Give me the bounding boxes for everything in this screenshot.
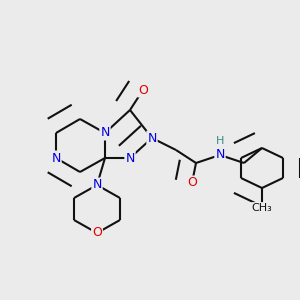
Text: N: N (51, 152, 61, 164)
Text: CH₃: CH₃ (252, 203, 272, 213)
Text: N: N (147, 131, 157, 145)
Text: N: N (125, 152, 135, 164)
Text: H: H (216, 136, 224, 146)
Text: O: O (92, 226, 102, 239)
Text: N: N (215, 148, 225, 161)
Text: N: N (92, 178, 102, 191)
Text: O: O (187, 176, 197, 190)
Text: N: N (100, 127, 110, 140)
Text: O: O (138, 83, 148, 97)
